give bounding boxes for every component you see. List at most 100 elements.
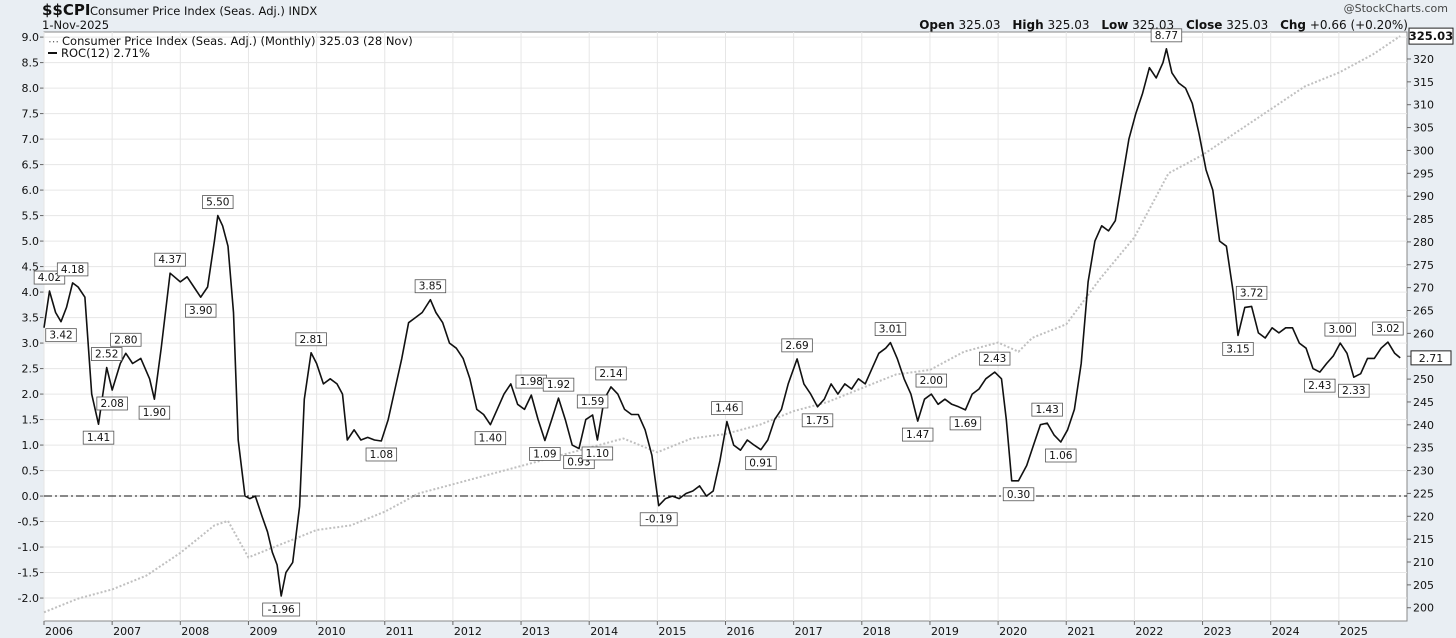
y-tick-label-right: 265 [1413,304,1434,317]
legend-entry: ROC(12) 2.71% [61,46,150,60]
cpi-last-value-badge [1408,27,1454,45]
y-tick-label-left: 8.5 [22,57,40,70]
data-label: 2.14 [599,368,623,380]
brand-watermark: @StockCharts.com [1343,2,1448,15]
y-tick-label-left: -1.0 [18,541,39,554]
y-tick-label-left: 8.0 [22,82,40,95]
data-label-box [1338,383,1370,398]
data-label: 1.59 [581,396,604,408]
chg-value: +0.66 (+0.20%) [1309,18,1408,32]
x-tick-label: 2015 [658,625,686,638]
data-label-box [1235,285,1268,300]
roc-last-value-badge [1410,350,1452,366]
data-label-box [874,322,907,336]
data-label-box [295,332,327,347]
y-tick-label-left: 5.5 [22,210,40,223]
data-label-box [154,252,186,267]
data-label: 4.37 [158,254,181,266]
data-label-box [56,262,89,277]
data-label-box [581,446,614,461]
ohlc-readout: Open 325.03 High 325.03 Low 325.03 Close… [911,18,1408,32]
data-label-box [96,396,128,411]
x-tick-label: 2021 [1067,625,1095,638]
data-label-box [711,401,743,416]
y-tick-label-right: 205 [1413,579,1434,592]
data-label: 2.33 [1342,385,1365,397]
data-label-box [1031,402,1063,417]
data-label-box [1045,448,1077,463]
y-tick-label-right: 290 [1413,190,1434,203]
y-tick-label-right: 240 [1413,419,1434,432]
data-label-box [639,512,678,527]
data-label: 3.85 [419,281,442,293]
y-tick-label-right: 280 [1413,236,1434,249]
x-tick-label: 2014 [590,625,618,638]
data-label: 1.98 [520,376,543,388]
y-tick-label-left: 2.0 [22,388,40,401]
data-label: 2.69 [785,340,808,352]
y-tick-label-right: 200 [1413,602,1434,615]
data-label-box [1150,28,1183,43]
data-label: 3.01 [879,324,902,336]
data-label-box [901,427,934,442]
y-tick-label-right: 320 [1413,53,1434,66]
data-label: 1.08 [370,449,393,461]
y-tick-label-left: 4.5 [22,261,40,274]
y-tick-label-left: 7.0 [22,133,40,146]
y-tick-label-right: 310 [1413,99,1434,112]
data-label: 2.08 [100,398,123,410]
data-label: 2.81 [299,334,322,346]
chart-date: 1-Nov-2025 [42,18,110,32]
data-label: 0.30 [1007,489,1030,501]
data-label: 4.18 [61,264,84,276]
data-label-box [202,195,234,209]
open-value: 325.03 [958,18,1001,32]
data-label-box [801,413,834,428]
data-label-box [138,405,171,420]
symbol-title: $$CPI [42,1,91,19]
data-label: 1.47 [906,429,929,441]
y-tick-label-left: 6.5 [22,159,40,172]
symbol-description: Consumer Price Index (Seas. Adj.) INDX [90,4,318,18]
data-label-box [576,394,609,409]
y-tick-label-left: 3.0 [22,337,40,350]
data-label: 2.80 [114,334,137,346]
x-tick-label: 2020 [999,625,1027,638]
data-label-box [529,447,561,461]
data-label: 2.43 [983,353,1006,365]
y-tick-label-left: 7.5 [22,108,40,121]
y-tick-label-right: 260 [1413,327,1434,340]
data-label-box [915,373,948,388]
y-tick-label-left: 0.5 [22,465,40,478]
data-label: 1.92 [547,379,570,391]
close-label: Close [1185,18,1223,32]
y-tick-label-left: 4.0 [22,286,40,299]
data-label: 0.91 [749,458,772,470]
open-label: Open [919,18,955,32]
y-tick-label-left: 0.0 [22,490,40,503]
close-value: 325.03 [1226,18,1269,32]
y-tick-label-right: 230 [1413,465,1434,478]
data-label: 1.43 [1035,404,1058,416]
y-tick-label-right: 250 [1413,373,1434,386]
x-tick-label: 2018 [863,625,891,638]
data-label-box [185,303,217,318]
low-label: Low [1101,18,1129,32]
data-label: 3.15 [1226,343,1249,355]
y-tick-label-left: 2.5 [22,363,40,376]
y-tick-label-right: 305 [1413,122,1434,135]
y-tick-label-right: 215 [1413,533,1434,546]
x-tick-label: 2019 [931,625,959,638]
data-label-box [82,430,115,445]
high-value: 325.03 [1047,18,1090,32]
data-label: 2.00 [920,375,943,387]
data-label-box [781,338,813,353]
data-label: 1.41 [87,432,110,444]
data-label-box [595,366,627,381]
data-label: 1.75 [806,415,829,427]
data-label: 2.43 [1308,380,1331,392]
y-tick-label-right: 285 [1413,213,1434,226]
data-label-box [110,332,142,347]
data-label-box [45,328,77,343]
data-label-box [1372,321,1404,336]
